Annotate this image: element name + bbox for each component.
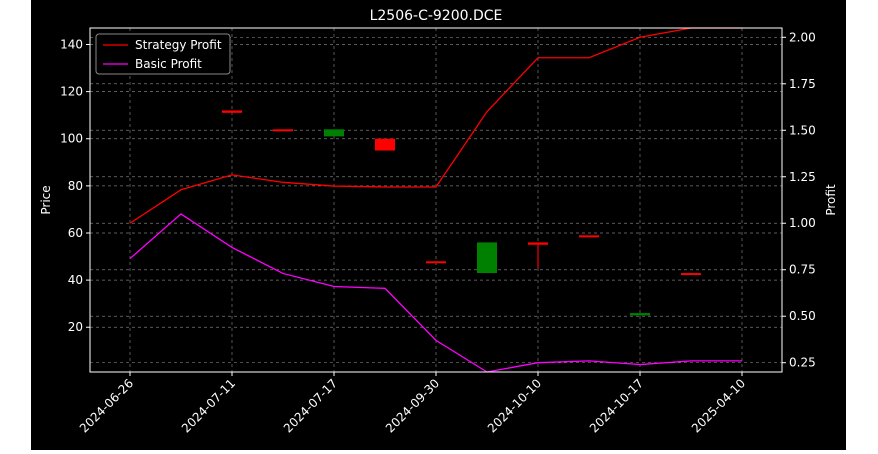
y-right-tick-label: 0.25 <box>789 356 816 370</box>
chart-title: L2506-C-9200.DCE <box>370 8 503 24</box>
candle-body <box>630 313 650 316</box>
y-right-tick-label: 1.75 <box>789 77 816 91</box>
y-axis-left-label: Price <box>39 185 53 214</box>
series-line-strategy-profit <box>129 27 742 224</box>
y-left-tick-label: 80 <box>68 179 83 193</box>
y-left-tick-label: 120 <box>60 85 83 99</box>
y-right-tick-label: 1.25 <box>789 170 816 184</box>
y-axis-right-label: Profit <box>824 184 838 216</box>
legend-label-basic-profit: Basic Profit <box>135 57 202 71</box>
y-left-tick-label: 100 <box>60 132 83 146</box>
y-left-tick-label: 140 <box>60 37 83 51</box>
y-left-tick-label: 60 <box>68 226 83 240</box>
y-right-tick-label: 2.00 <box>789 30 816 44</box>
candle-body <box>426 261 446 264</box>
candle-body <box>273 129 293 132</box>
y-right-tick-label: 0.50 <box>789 309 816 323</box>
line-layer <box>129 27 742 373</box>
candle-body <box>579 235 599 238</box>
y-right-tick-label: 1.00 <box>789 216 816 230</box>
candle-body <box>222 110 242 113</box>
candle-body <box>375 138 395 151</box>
y-left-tick-label: 40 <box>68 273 83 287</box>
y-left-tick-label: 20 <box>68 320 83 334</box>
legend-box <box>95 33 231 75</box>
candle-body <box>477 242 497 274</box>
y-right-tick-label: 1.50 <box>789 123 816 137</box>
candle-body <box>324 129 344 137</box>
candle-body <box>528 242 548 245</box>
legend: Strategy Profit Basic Profit <box>95 33 231 75</box>
plot-area <box>90 28 782 372</box>
legend-label-strategy-profit: Strategy Profit <box>135 38 222 52</box>
candle-body <box>681 273 701 276</box>
y-right-tick-label: 0.75 <box>789 263 816 277</box>
series-line-basic-profit <box>129 213 742 373</box>
